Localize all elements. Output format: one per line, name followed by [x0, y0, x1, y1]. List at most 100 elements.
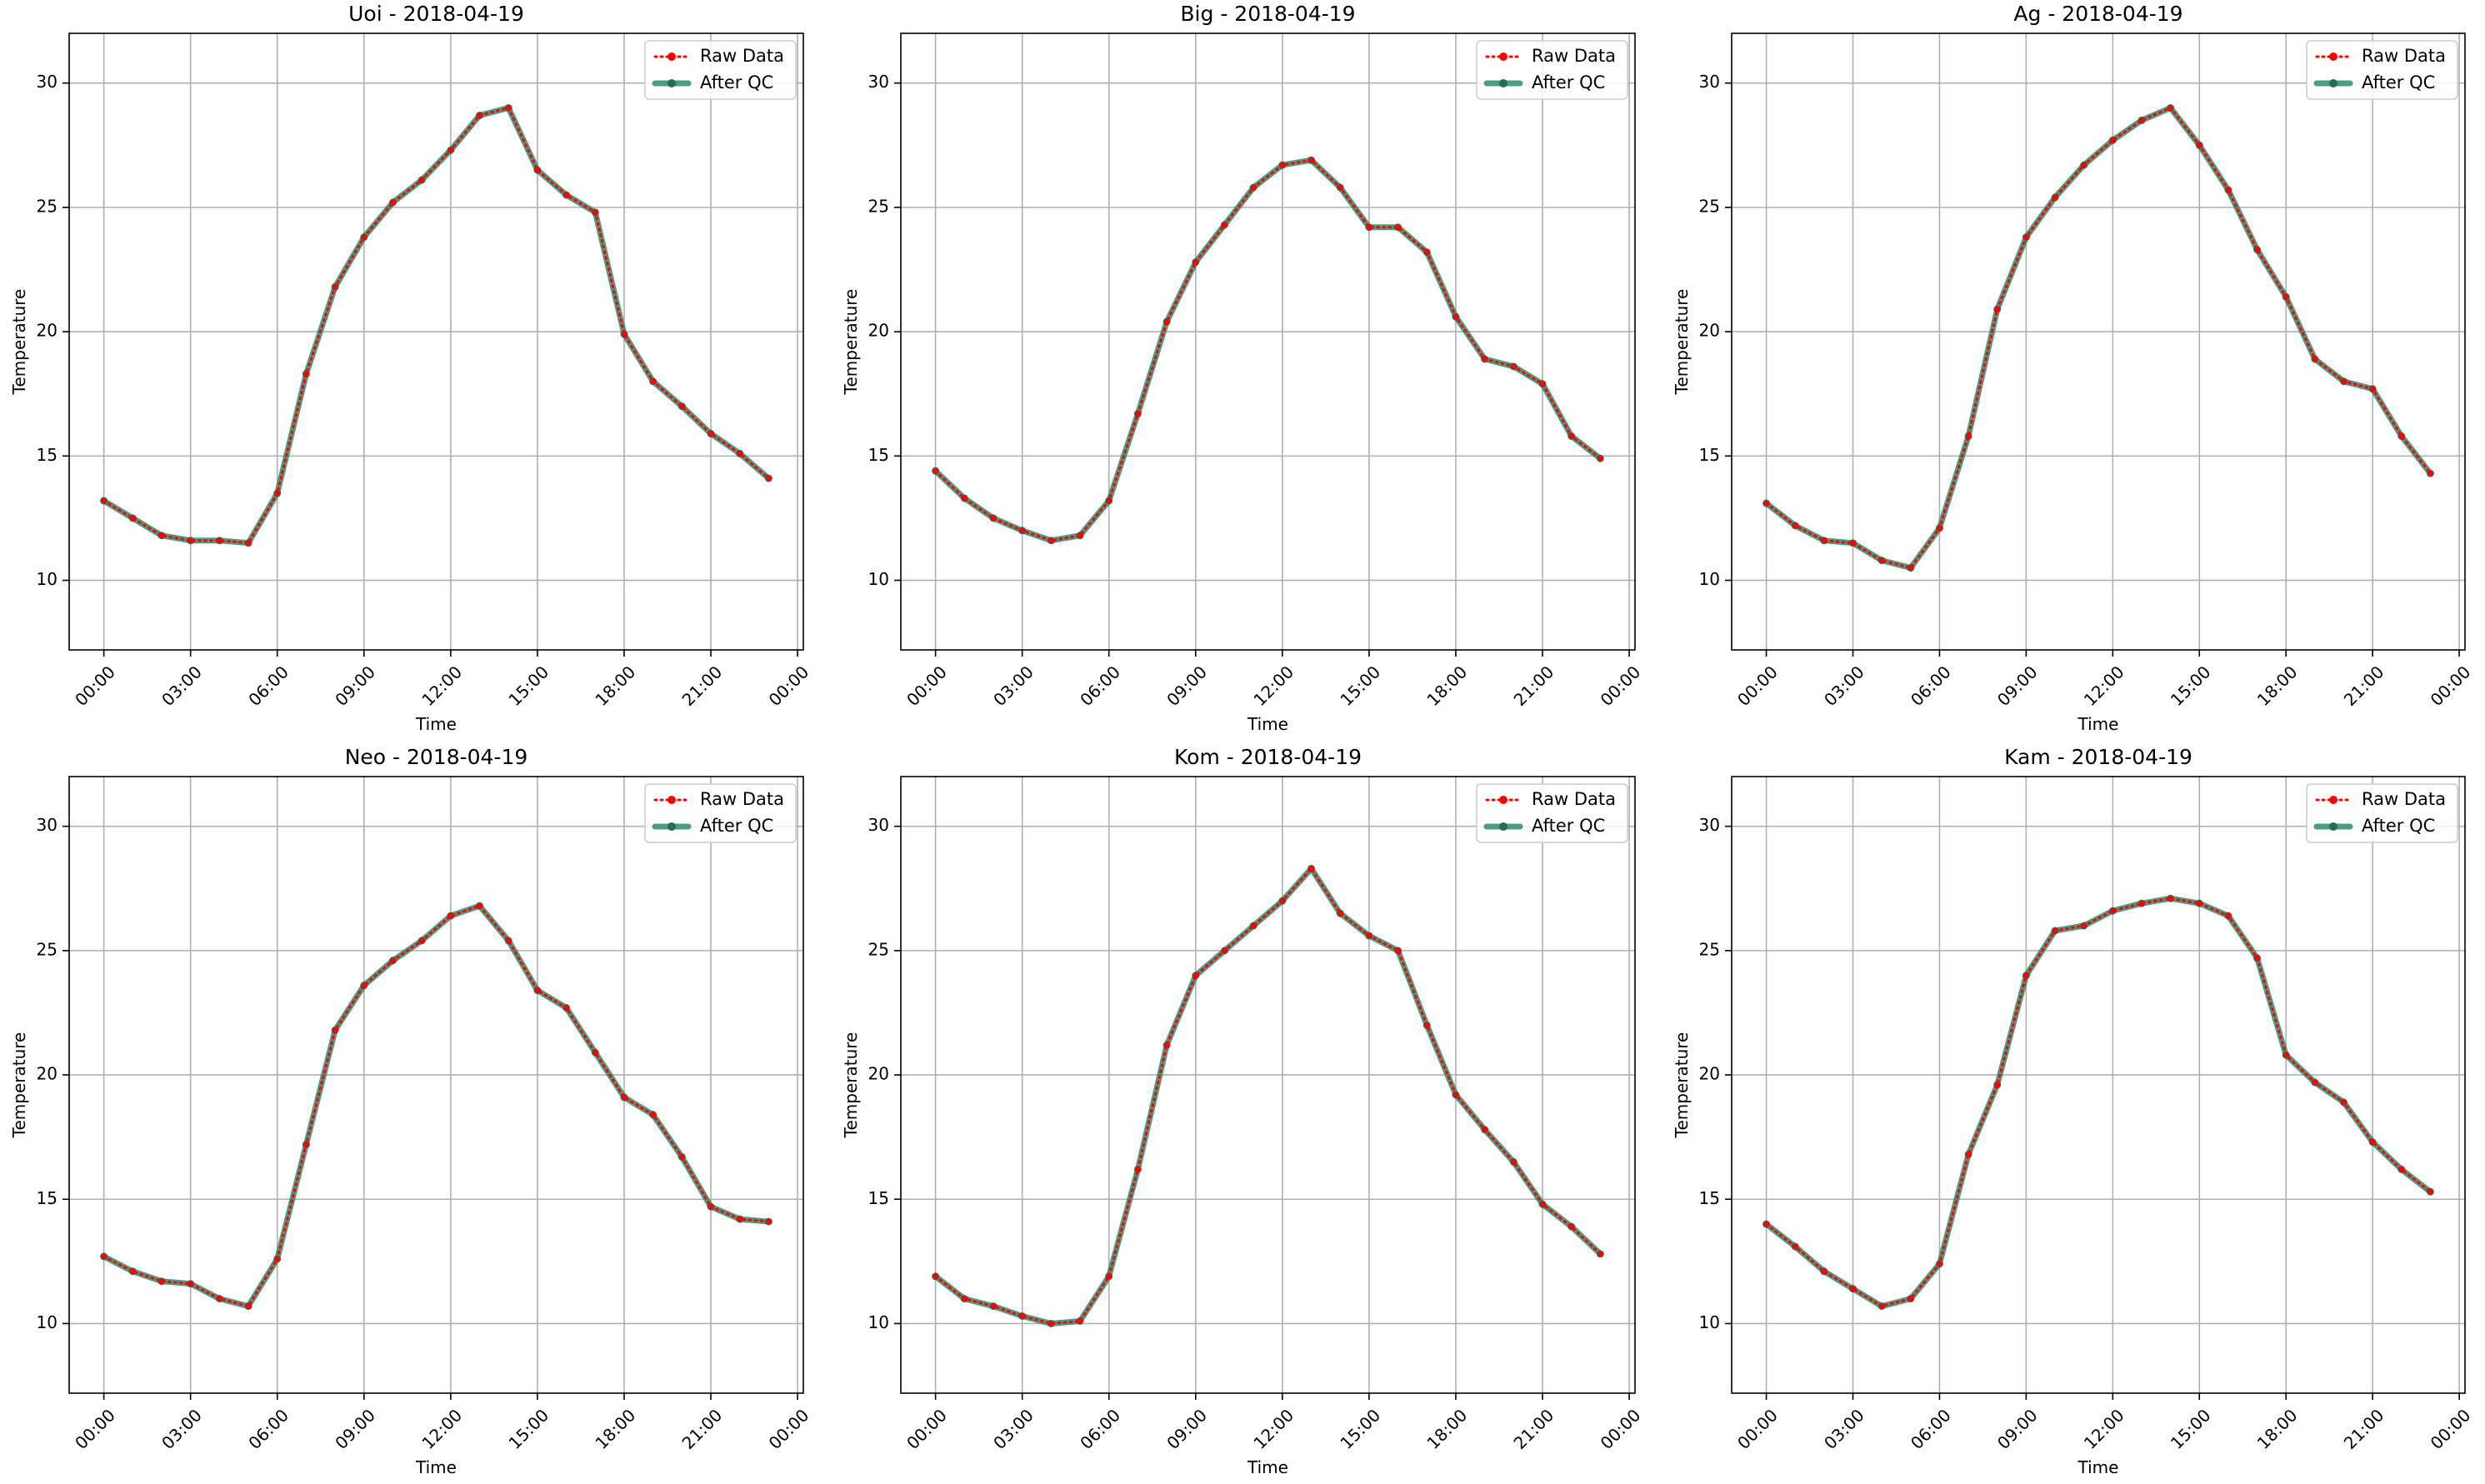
raw-data-point	[1850, 540, 1857, 547]
raw-data-point	[1763, 500, 1770, 507]
raw-data-point	[2138, 900, 2145, 907]
legend-marker	[1499, 79, 1508, 87]
raw-data-point	[1163, 1042, 1170, 1048]
raw-data-point	[2052, 927, 2058, 934]
raw-data-point	[477, 902, 483, 909]
x-tick-label: 03:00	[158, 662, 206, 710]
series-raw-data	[1763, 105, 2433, 572]
raw-data-point	[737, 1216, 743, 1222]
raw-data-point	[737, 450, 743, 457]
series-after-qc	[932, 864, 1604, 1327]
x-tick-label: 00:00	[1733, 662, 1782, 710]
raw-data-point	[1308, 157, 1315, 163]
raw-data-point	[1965, 1152, 1972, 1158]
y-tick-label: 20	[868, 321, 889, 341]
x-tick-label: 21:00	[2340, 662, 2388, 710]
y-tick-label: 10	[868, 569, 889, 589]
raw-data-point	[1192, 259, 1199, 266]
raw-data-point	[2109, 907, 2116, 914]
raw-data-point	[2427, 1188, 2433, 1195]
x-tick-label: 09:00	[1993, 1405, 2042, 1453]
raw-data-point	[2196, 900, 2202, 907]
raw-data-point	[1482, 356, 1488, 362]
raw-data-point	[418, 937, 425, 944]
raw-data-point	[592, 1049, 598, 1056]
y-tick-label: 20	[37, 1064, 58, 1084]
raw-data-point	[592, 209, 598, 216]
x-tick-label: 06:00	[244, 662, 292, 710]
x-tick-label: 12:00	[1249, 1405, 1298, 1453]
raw-data-point	[216, 1296, 222, 1302]
legend-marker	[1499, 796, 1508, 804]
y-axis-label: Temperature	[9, 289, 29, 396]
raw-data-line	[102, 904, 770, 1308]
x-tick-label: 06:00	[1076, 662, 1124, 710]
y-tick-label: 30	[1699, 72, 1720, 92]
raw-data-point	[1423, 249, 1430, 256]
y-tick-label: 30	[37, 72, 58, 92]
series-raw-data	[101, 105, 772, 547]
x-tick-label: 12:00	[1249, 662, 1298, 710]
raw-data-point	[2340, 1099, 2347, 1106]
raw-data-point	[129, 1268, 136, 1275]
y-tick-label: 15	[37, 445, 58, 465]
raw-data-point	[961, 1296, 968, 1302]
raw-data-point	[1908, 565, 1914, 572]
x-tick-label: 18:00	[1423, 662, 1472, 710]
raw-data-line	[1765, 107, 2432, 569]
chart-title: Kam - 2018-04-19	[2004, 745, 2192, 769]
raw-data-point	[188, 537, 194, 544]
x-tick-label: 00:00	[2427, 662, 2475, 710]
raw-data-point	[1878, 557, 1885, 564]
chart-title: Kom - 2018-04-19	[1174, 745, 1362, 769]
subplot-5: 00:00 03:00 06:00 09:00 12:00 15:00 18:00 21:00…	[841, 745, 1644, 1477]
raw-data-point	[1539, 381, 1546, 387]
raw-data-point	[1423, 1022, 1430, 1028]
legend-label: After QC	[2362, 816, 2435, 836]
raw-data-point	[245, 1303, 252, 1310]
raw-data-point	[2398, 1166, 2405, 1172]
after-qc-line	[101, 105, 772, 547]
x-axis-label: Time	[415, 714, 457, 734]
plot-frame	[68, 32, 804, 651]
series-after-qc	[932, 156, 1604, 545]
raw-data-point	[1019, 527, 1026, 534]
x-tick-label: 09:00	[1993, 662, 2042, 710]
raw-data-point	[563, 192, 570, 198]
y-tick-label: 20	[868, 1064, 889, 1084]
y-tick-label: 10	[868, 1312, 889, 1332]
x-tick-label: 18:00	[2253, 662, 2302, 710]
legend-marker	[2329, 79, 2338, 87]
raw-data-point	[158, 532, 165, 539]
raw-data-point	[1019, 1313, 1026, 1319]
raw-data-point	[302, 1142, 309, 1148]
x-axis-label: Time	[415, 1457, 457, 1477]
legend-marker	[1499, 52, 1508, 61]
raw-data-point	[2398, 432, 2405, 439]
raw-data-point	[1994, 1082, 2001, 1088]
raw-data-point	[1048, 537, 1054, 544]
raw-data-point	[361, 982, 368, 989]
raw-data-point	[2282, 293, 2289, 300]
series-after-qc	[100, 902, 772, 1311]
y-tick-label: 25	[37, 939, 58, 959]
y-axis-label: Temperature	[1672, 289, 1692, 396]
legend-label: Raw Data	[700, 789, 784, 809]
y-tick-label: 20	[37, 321, 58, 341]
chart-title: Neo - 2018-04-19	[345, 745, 528, 769]
raw-data-point	[2081, 922, 2088, 929]
raw-data-line	[102, 107, 770, 545]
raw-data-point	[1510, 363, 1517, 370]
chart-title: Ag - 2018-04-19	[2013, 2, 2182, 26]
subplot-1: 00:00 03:00 06:00 09:00 12:00 15:00 18:00 21:00…	[9, 2, 812, 734]
legend-marker	[668, 79, 676, 87]
raw-data-point	[1077, 1317, 1083, 1324]
x-tick-label: 00:00	[71, 662, 119, 710]
plot-frame	[1731, 32, 2466, 651]
y-tick-label: 25	[1699, 939, 1720, 959]
raw-data-point	[1568, 1223, 1575, 1230]
raw-data-point	[1850, 1286, 1857, 1292]
plot-frame	[1731, 776, 2466, 1394]
series-after-qc	[100, 104, 772, 547]
